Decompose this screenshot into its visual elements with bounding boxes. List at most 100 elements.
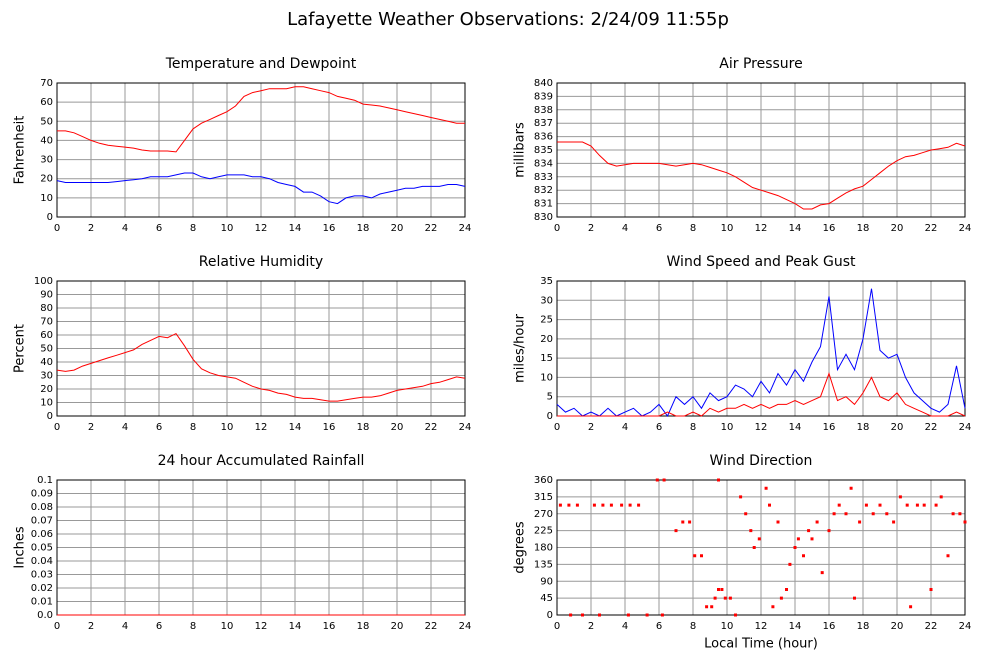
point bbox=[934, 503, 938, 507]
y-tick-label: 20 bbox=[40, 174, 53, 185]
x-tick-label: 10 bbox=[721, 422, 734, 433]
y-tick-label: 0.08 bbox=[31, 502, 53, 513]
y-tick-label: 832 bbox=[534, 185, 553, 196]
point bbox=[723, 596, 727, 600]
x-tick-label: 8 bbox=[690, 223, 696, 234]
y-tick-label: 80 bbox=[40, 303, 53, 314]
chart-panel: Wind Direction degrees Local Time (hour) 0 4… bbox=[513, 453, 972, 652]
point bbox=[929, 588, 933, 591]
y-tick-label: 60 bbox=[40, 330, 53, 341]
series-line bbox=[57, 86, 465, 153]
point bbox=[915, 503, 919, 507]
y-tick-label: 5 bbox=[547, 392, 553, 403]
y-tick-label: 90 bbox=[540, 576, 553, 587]
point bbox=[909, 605, 913, 609]
x-tick-label: 4 bbox=[122, 621, 128, 632]
x-tick-label: 6 bbox=[156, 621, 162, 632]
plot-frame bbox=[56, 280, 466, 417]
x-tick-label: 0 bbox=[554, 422, 560, 433]
y-tick-label: 225 bbox=[534, 526, 553, 537]
x-tick-label: 16 bbox=[323, 621, 336, 632]
x-tick-label: 6 bbox=[656, 621, 662, 632]
y-tick-label: 836 bbox=[534, 132, 553, 143]
x-tick-label: 12 bbox=[755, 422, 768, 433]
point bbox=[757, 537, 761, 541]
point bbox=[946, 554, 950, 558]
y-axis-label: Fahrenheit bbox=[13, 116, 28, 185]
series-line bbox=[56, 332, 466, 402]
point bbox=[788, 562, 792, 566]
y-tick-label: 0.04 bbox=[31, 556, 53, 567]
x-tick-label: 6 bbox=[156, 422, 162, 433]
y-tick-label: 315 bbox=[534, 492, 553, 503]
point bbox=[734, 613, 737, 617]
point bbox=[892, 520, 896, 524]
y-tick-label: 10 bbox=[540, 372, 553, 383]
y-tick-label: 0 bbox=[547, 610, 553, 621]
y-tick-label: 0.02 bbox=[31, 583, 53, 594]
x-tick-label: 14 bbox=[789, 223, 802, 234]
x-tick-label: 22 bbox=[925, 621, 938, 632]
point bbox=[827, 529, 831, 533]
x-tick-label: 4 bbox=[622, 223, 628, 234]
x-tick-label: 18 bbox=[857, 223, 870, 234]
y-tick-label: 0.07 bbox=[31, 516, 53, 527]
point bbox=[598, 613, 601, 617]
x-tick-label: 2 bbox=[88, 422, 94, 433]
x-tick-label: 12 bbox=[755, 223, 768, 234]
point bbox=[717, 478, 720, 482]
x-tick-label: 18 bbox=[857, 621, 870, 632]
point bbox=[744, 512, 748, 516]
point bbox=[660, 613, 664, 617]
series-line bbox=[557, 372, 966, 417]
x-tick-label: 24 bbox=[459, 621, 472, 632]
series-line bbox=[557, 141, 966, 210]
point bbox=[771, 605, 775, 609]
y-tick-label: 831 bbox=[534, 199, 553, 210]
x-tick-label: 16 bbox=[323, 422, 336, 433]
y-tick-label: 837 bbox=[534, 118, 553, 129]
y-tick-label: 835 bbox=[534, 145, 553, 156]
y-axis-label: millibars bbox=[513, 122, 528, 178]
x-tick-label: 20 bbox=[891, 223, 904, 234]
y-tick-label: 270 bbox=[534, 509, 553, 520]
y-tick-label: 25 bbox=[540, 315, 553, 326]
x-tick-label: 2 bbox=[588, 223, 594, 234]
x-tick-label: 8 bbox=[190, 422, 196, 433]
chart-panel: 24 hour Accumulated Rainfall Inches 0.0 0.0… bbox=[13, 453, 472, 632]
point bbox=[567, 503, 571, 507]
x-tick-label: 10 bbox=[221, 223, 234, 234]
x-tick-label: 10 bbox=[221, 422, 234, 433]
point bbox=[793, 546, 797, 549]
point bbox=[764, 486, 768, 490]
y-tick-label: 45 bbox=[540, 593, 553, 604]
y-tick-label: 20 bbox=[540, 334, 553, 345]
point bbox=[558, 503, 562, 507]
y-axis-label: Inches bbox=[13, 526, 28, 568]
x-axis-label: Local Time (hour) bbox=[704, 637, 818, 652]
x-tick-label: 24 bbox=[959, 422, 972, 433]
point bbox=[720, 588, 724, 591]
x-tick-label: 16 bbox=[323, 223, 336, 234]
x-tick-label: 24 bbox=[959, 223, 972, 234]
x-tick-label: 6 bbox=[156, 223, 162, 234]
chart-title: Air Pressure bbox=[719, 56, 802, 72]
point bbox=[688, 520, 692, 524]
point bbox=[739, 495, 743, 499]
point bbox=[958, 512, 962, 516]
point bbox=[898, 495, 902, 499]
y-tick-label: 0.03 bbox=[31, 570, 53, 581]
x-tick-label: 12 bbox=[755, 621, 768, 632]
x-tick-label: 12 bbox=[255, 621, 268, 632]
x-tick-label: 22 bbox=[925, 223, 938, 234]
x-tick-label: 0 bbox=[54, 422, 60, 433]
y-tick-label: 135 bbox=[534, 559, 553, 570]
x-tick-label: 4 bbox=[622, 422, 628, 433]
point bbox=[796, 537, 800, 541]
x-tick-label: 20 bbox=[891, 422, 904, 433]
point bbox=[837, 503, 841, 507]
x-tick-label: 0 bbox=[54, 621, 60, 632]
point bbox=[626, 613, 630, 617]
